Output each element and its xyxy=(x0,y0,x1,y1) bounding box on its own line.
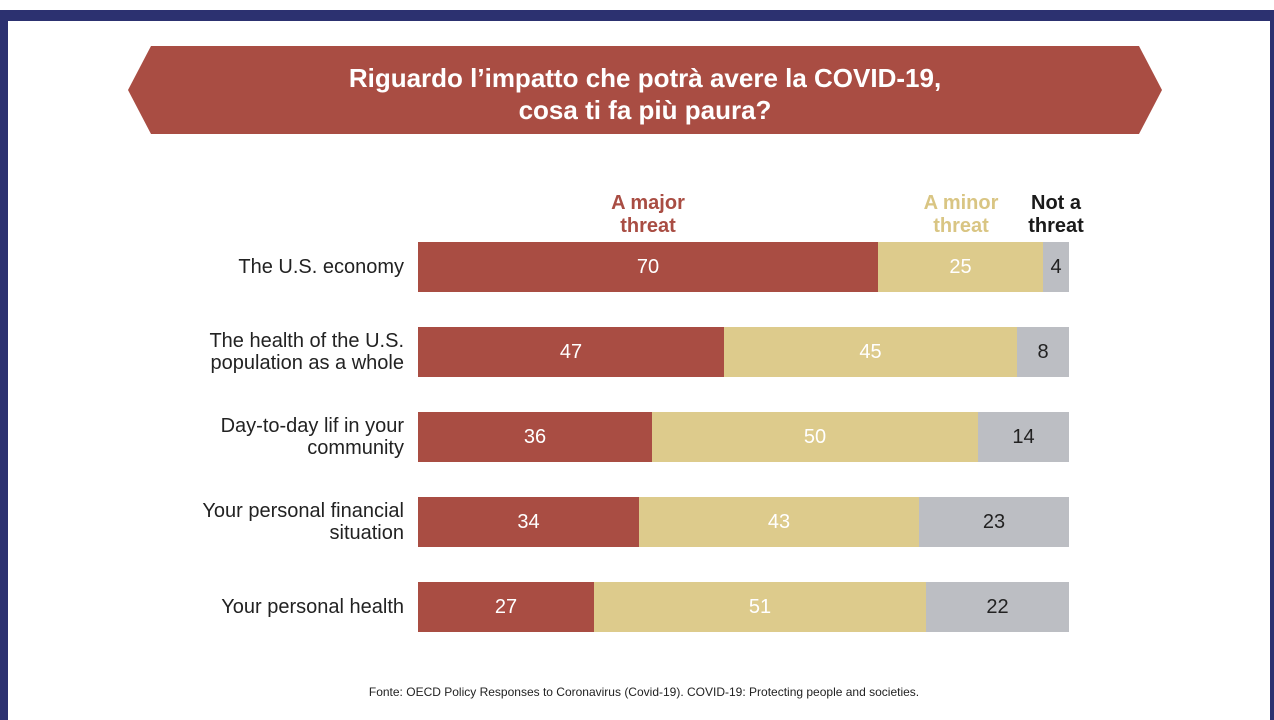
page-frame xyxy=(0,10,1274,720)
category-label: The U.S. economy xyxy=(238,256,404,278)
legend-header-not-a-threat: Not a threat xyxy=(1028,192,1084,237)
bar-segment-a-minor-threat: 25 xyxy=(878,242,1043,292)
chart-title-line: Riguardo l’impatto che potrà avere la CO… xyxy=(348,63,942,93)
legend-header-a-minor-threat: A minor threat xyxy=(923,192,999,237)
value-label: 43 xyxy=(767,511,791,533)
chart-row: Your personal financial situation 34 43 23 xyxy=(0,497,1274,547)
bar-segment-not-a-threat: 22 xyxy=(926,582,1069,632)
bar-segment-not-a-threat: 8 xyxy=(1017,327,1069,377)
bar-segment-not-a-threat: 4 xyxy=(1043,242,1069,292)
bar-segment-a-minor-threat: 43 xyxy=(639,497,919,547)
title-banner: Riguardo l’impatto che potrà avere la CO… xyxy=(128,46,1162,134)
bar-segment-a-major-threat: 27 xyxy=(418,582,594,632)
value-label: 4 xyxy=(1050,256,1062,278)
value-label: 70 xyxy=(636,256,660,278)
value-label: 36 xyxy=(523,426,547,448)
value-label: 8 xyxy=(1037,341,1049,363)
bar-segment-a-major-threat: 36 xyxy=(418,412,652,462)
chart-row: The U.S. economy 70 25 4 xyxy=(0,242,1274,292)
value-label: 14 xyxy=(1012,426,1035,448)
value-label: 51 xyxy=(748,596,772,618)
bar-segment-a-minor-threat: 45 xyxy=(724,327,1017,377)
category-label: Your personal health xyxy=(221,596,404,618)
value-label: 23 xyxy=(982,511,1006,533)
bar-segment-a-major-threat: 70 xyxy=(418,242,878,292)
category-label: Day-to-day lif in your community xyxy=(220,415,404,459)
chart-row: Day-to-day lif in your community 36 50 14 xyxy=(0,412,1274,462)
chart-title-line: cosa ti fa più paura? xyxy=(518,95,772,125)
bar-segment-not-a-threat: 14 xyxy=(978,412,1069,462)
value-label: 25 xyxy=(949,256,972,278)
category-label: Your personal financial situation xyxy=(202,500,404,544)
chart-title: Riguardo l’impatto che potrà avere la CO… xyxy=(128,62,1162,126)
chart-row: The health of the U.S. population as a w… xyxy=(0,327,1274,377)
value-label: 34 xyxy=(517,511,540,533)
category-label: The health of the U.S. population as a w… xyxy=(209,330,404,374)
value-label: 22 xyxy=(986,596,1009,618)
bar-segment-a-major-threat: 34 xyxy=(418,497,639,547)
chart-row: Your personal health 27 51 22 xyxy=(0,582,1274,632)
bar-segment-a-minor-threat: 51 xyxy=(594,582,926,632)
legend-header-a-major-threat: A major threat xyxy=(611,192,685,237)
bar-segment-a-minor-threat: 50 xyxy=(652,412,978,462)
value-label: 47 xyxy=(559,341,583,363)
value-label: 45 xyxy=(859,341,882,363)
value-label: 50 xyxy=(803,426,827,448)
bar-segment-not-a-threat: 23 xyxy=(919,497,1069,547)
value-label: 27 xyxy=(494,596,518,618)
bar-segment-a-major-threat: 47 xyxy=(418,327,724,377)
source-note: Fonte: OECD Policy Responses to Coronavi… xyxy=(368,685,920,699)
